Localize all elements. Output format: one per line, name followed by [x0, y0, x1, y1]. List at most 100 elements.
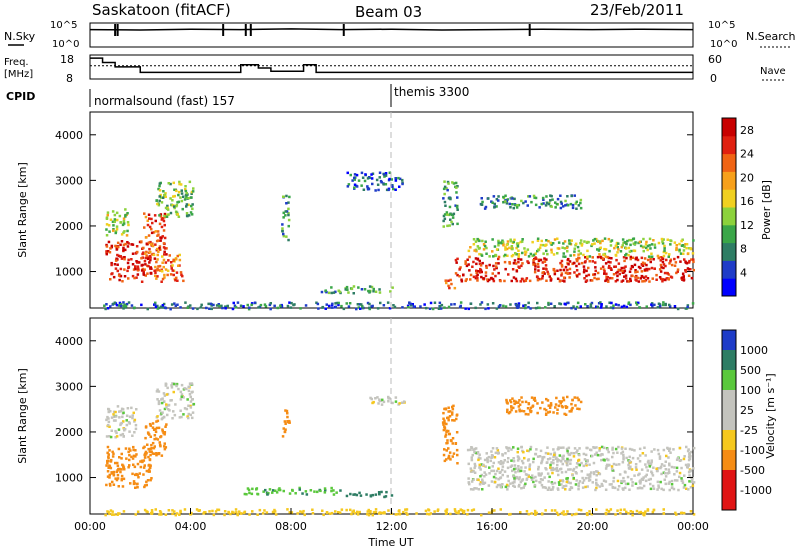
data-cell	[483, 481, 487, 485]
data-cell	[655, 273, 658, 277]
data-cell	[523, 470, 526, 473]
data-cell	[517, 485, 521, 488]
data-cell	[132, 454, 136, 458]
data-cell	[598, 449, 601, 452]
data-cell	[605, 508, 609, 512]
data-cell	[449, 439, 453, 442]
data-cell	[216, 508, 219, 511]
data-cell	[502, 461, 505, 464]
data-cell	[511, 197, 514, 200]
data-cell	[438, 305, 442, 308]
data-cell	[608, 301, 611, 304]
data-cell	[572, 261, 576, 265]
data-cell	[125, 234, 129, 237]
data-cell	[350, 512, 353, 516]
data-cell	[497, 239, 500, 243]
data-cell	[470, 446, 473, 449]
data-cell	[663, 246, 666, 250]
data-cell	[548, 410, 552, 414]
data-cell	[643, 512, 647, 515]
data-cell	[169, 197, 172, 200]
data-cell	[284, 214, 287, 217]
data-cell	[398, 512, 402, 516]
data-cell	[145, 236, 148, 239]
data-cell	[460, 509, 464, 512]
data-cell	[622, 256, 626, 259]
data-cell	[487, 511, 491, 514]
data-cell	[477, 456, 481, 459]
data-cell	[105, 223, 109, 226]
data-cell	[617, 248, 620, 251]
data-cell	[661, 280, 664, 283]
data-cell	[513, 259, 517, 262]
data-cell	[516, 447, 520, 450]
data-cell	[186, 415, 189, 418]
data-cell	[394, 400, 398, 403]
data-cell	[177, 215, 181, 218]
data-cell	[444, 204, 447, 207]
data-cell	[355, 510, 359, 514]
data-cell	[161, 304, 165, 307]
data-cell	[619, 250, 623, 253]
data-cell	[159, 215, 163, 218]
data-cell	[166, 206, 169, 210]
freq-panel: Freq. [MHz] 18 8 Nave 60 0	[4, 53, 786, 85]
data-cell	[473, 471, 477, 474]
data-cell	[607, 237, 611, 241]
data-cell	[154, 301, 157, 305]
data-cell	[574, 483, 578, 486]
data-cell	[560, 274, 563, 277]
data-cell	[537, 269, 540, 272]
data-cell	[183, 387, 186, 390]
data-cell	[578, 453, 581, 457]
data-cell	[512, 446, 515, 449]
data-cell	[108, 230, 111, 233]
data-cell	[367, 513, 371, 517]
data-cell	[185, 195, 188, 198]
data-cell	[532, 460, 535, 464]
data-cell	[611, 469, 614, 472]
data-cell	[639, 479, 642, 482]
data-cell	[519, 469, 523, 473]
data-cell	[281, 435, 285, 438]
data-cell	[548, 275, 551, 278]
data-cell	[670, 465, 674, 469]
data-cell	[576, 258, 579, 261]
data-cell	[175, 189, 178, 193]
data-cell	[605, 272, 608, 276]
data-cell	[149, 478, 152, 482]
data-cell	[460, 280, 464, 283]
data-cell	[112, 302, 115, 306]
data-cell	[361, 306, 365, 310]
data-cell	[158, 441, 161, 444]
data-cell	[644, 479, 648, 483]
data-cell	[263, 303, 267, 306]
data-cell	[643, 262, 646, 265]
data-cell	[539, 478, 543, 481]
data-cell	[483, 471, 486, 474]
data-cell	[524, 200, 527, 203]
data-cell	[353, 183, 357, 186]
data-cell	[583, 458, 587, 461]
colorbar-swatch	[722, 135, 736, 155]
data-cell	[167, 182, 170, 185]
data-cell	[670, 479, 674, 483]
data-cell	[105, 234, 109, 237]
data-cell	[184, 301, 187, 304]
data-cell	[631, 256, 635, 259]
data-cell	[442, 197, 445, 200]
data-cell	[392, 187, 395, 191]
colorbar-tick-label: 24	[740, 148, 754, 161]
colorbar-swatch	[722, 171, 736, 190]
data-cell	[628, 250, 632, 253]
data-cell	[646, 244, 650, 248]
data-cell	[615, 258, 618, 262]
data-cell	[108, 473, 111, 477]
data-cell	[282, 232, 285, 236]
data-cell	[559, 402, 562, 405]
data-cell	[143, 485, 146, 489]
data-cell	[528, 465, 531, 468]
data-cell	[181, 207, 184, 211]
data-cell	[116, 269, 119, 273]
data-cell	[115, 225, 119, 228]
